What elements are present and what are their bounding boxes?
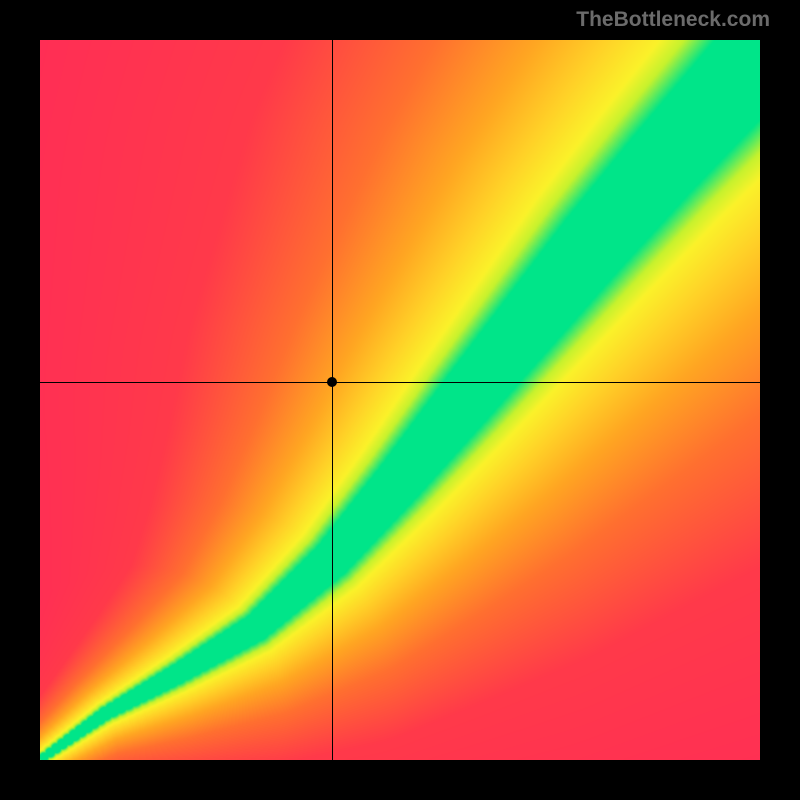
- heatmap-plot: [40, 40, 760, 760]
- crosshair-vertical: [332, 40, 333, 760]
- crosshair-marker: [327, 377, 337, 387]
- watermark-text: TheBottleneck.com: [576, 8, 770, 32]
- crosshair-horizontal: [40, 382, 760, 383]
- heatmap-canvas: [40, 40, 760, 760]
- chart-container: { "watermark": "TheBottleneck.com", "cha…: [0, 0, 800, 800]
